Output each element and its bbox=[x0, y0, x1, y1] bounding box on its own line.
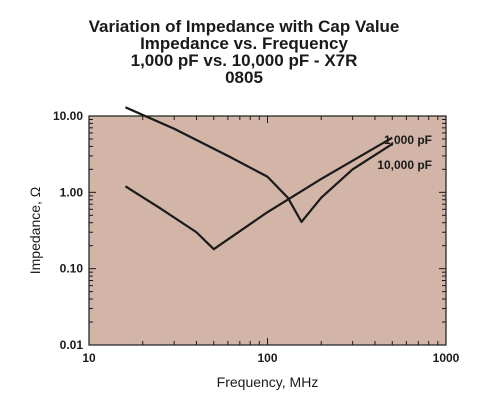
x-tick-label: 1000 bbox=[433, 351, 460, 365]
chart-title-line-2: Impedance vs. Frequency bbox=[140, 34, 348, 53]
axis-ticks bbox=[88, 116, 446, 346]
x-tick-label: 100 bbox=[257, 351, 277, 365]
chart-title: Variation of Impedance with Cap Value Im… bbox=[0, 18, 488, 86]
series-layer bbox=[124, 106, 393, 251]
chart-title-line-3: 1,000 pF vs. 10,000 pF - X7R bbox=[130, 51, 358, 70]
x-axis-title: Frequency, MHz bbox=[217, 374, 319, 390]
y-tick-label: 10.00 bbox=[53, 109, 83, 123]
chart-title-line-1: Variation of Impedance with Cap Value bbox=[88, 17, 400, 36]
y-axis-title: Impedance, Ω bbox=[27, 187, 43, 275]
y-tick-label: 1.00 bbox=[60, 185, 84, 199]
y-tick-label: 0.01 bbox=[60, 338, 84, 352]
series-label-1: 1,000 pF bbox=[384, 133, 432, 147]
series-label-2: 10,000 pF bbox=[377, 158, 432, 172]
y-tick-label: 0.10 bbox=[60, 262, 84, 276]
plot-area bbox=[88, 115, 447, 346]
chart-title-line-4: 0805 bbox=[225, 68, 263, 87]
x-tick-label: 10 bbox=[82, 351, 96, 365]
tick-labels: 10 100 1000 0.01 0.10 1.00 10.00 1,000 pF 10,000… bbox=[53, 109, 460, 365]
